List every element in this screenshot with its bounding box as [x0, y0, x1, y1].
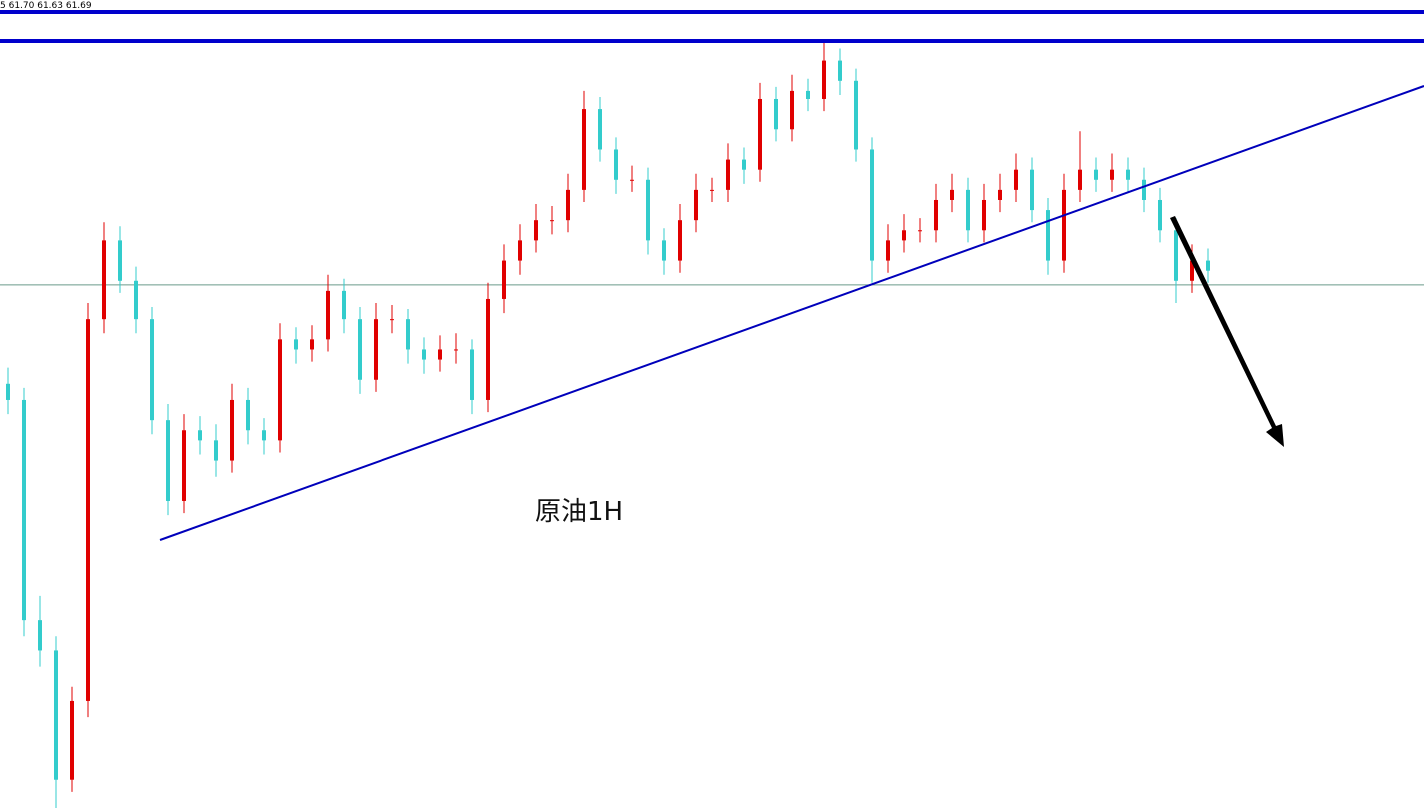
candle-body — [790, 90, 794, 130]
candle-body — [582, 109, 586, 190]
candle-body — [230, 399, 234, 461]
candle-body — [598, 109, 602, 150]
candle-body — [822, 60, 826, 99]
candle-body — [1078, 169, 1082, 190]
candle-body — [38, 620, 42, 651]
candle-body — [1126, 169, 1130, 180]
candle-body — [982, 199, 986, 231]
candle-body — [966, 189, 970, 231]
candle-body — [694, 189, 698, 221]
candle-body — [1158, 199, 1162, 231]
candle-body — [278, 339, 282, 441]
candle-body — [310, 339, 314, 350]
candle-body — [710, 189, 714, 191]
candle-body — [886, 240, 890, 261]
candle-body — [1014, 169, 1018, 190]
candle-body — [1094, 169, 1098, 180]
candle-body — [438, 349, 442, 360]
candle-body — [774, 98, 778, 130]
candle-body — [86, 319, 90, 701]
candle-body — [566, 189, 570, 221]
candle-body — [614, 149, 618, 180]
candle-body — [182, 430, 186, 501]
candle-body — [118, 240, 122, 281]
candle-body — [406, 319, 410, 350]
candle-body — [54, 650, 58, 780]
header-values: 5 61.70 61.63 61.69 — [0, 1, 92, 11]
candle-body — [214, 440, 218, 461]
candle-body — [422, 349, 426, 360]
candle-body — [998, 189, 1002, 200]
candle-body — [134, 280, 138, 320]
candle-body — [758, 98, 762, 170]
candle-body — [1110, 169, 1114, 180]
candle-body — [1142, 179, 1146, 200]
candle-body — [502, 260, 506, 299]
candle-body — [150, 319, 154, 421]
candle-body — [454, 349, 458, 351]
candle-body — [838, 60, 842, 81]
candle-body — [742, 159, 746, 170]
candle-body — [390, 319, 394, 321]
candle-body — [662, 240, 666, 261]
candle-body — [6, 383, 10, 400]
candle-body — [934, 199, 938, 231]
candle-body — [870, 149, 874, 261]
candle-body — [198, 430, 202, 441]
candle-body — [806, 90, 810, 99]
candle-body — [1062, 189, 1066, 261]
candle-body — [486, 298, 490, 400]
candle-body — [102, 240, 106, 320]
candle-body — [854, 80, 858, 150]
candle-body — [358, 319, 362, 380]
candle-body — [646, 179, 650, 241]
candle-body — [246, 399, 250, 431]
candle-body — [342, 290, 346, 320]
candle-body — [950, 189, 954, 200]
candle-body — [294, 339, 298, 350]
candle-body — [326, 290, 330, 340]
candle-body — [374, 319, 378, 380]
candle-body — [22, 399, 26, 621]
trend-line — [159, 85, 1424, 541]
candle-body — [630, 179, 634, 181]
candle-body — [918, 230, 922, 232]
candle-body — [550, 220, 554, 222]
candle-body — [70, 700, 74, 780]
candle-body — [470, 349, 474, 400]
candle-body — [262, 430, 266, 441]
candle-body — [902, 230, 906, 241]
candle-body — [1030, 169, 1034, 211]
candle-body — [1174, 230, 1178, 281]
chart-title: 原油1H — [535, 497, 623, 527]
candle-body — [678, 220, 682, 261]
candle-body — [166, 420, 170, 501]
candle-body — [1206, 260, 1210, 271]
candle-body — [726, 159, 730, 190]
candle-body — [1190, 260, 1194, 281]
candle-body — [534, 220, 538, 241]
candles — [0, 40, 1424, 808]
candle-body — [1046, 210, 1050, 261]
arrow — [1170, 216, 1284, 447]
candle-body — [518, 240, 522, 261]
